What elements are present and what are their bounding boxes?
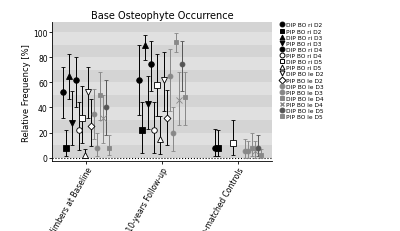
Bar <box>52 21 272 33</box>
Bar <box>52 70 272 83</box>
Legend: DIP BO ri D2, PIP BO ri D2, DIP BO ri D3, PIP BO ri D3, DIP BO ri D4, PIP BO ri : DIP BO ri D2, PIP BO ri D2, DIP BO ri D3… <box>279 23 323 120</box>
Bar <box>52 83 272 96</box>
Bar <box>52 121 272 133</box>
Bar <box>52 96 272 108</box>
Title: Base Osteophyte Occurrence: Base Osteophyte Occurrence <box>91 11 233 21</box>
Y-axis label: Relative Frequency [%]: Relative Frequency [%] <box>22 44 30 141</box>
Bar <box>52 33 272 46</box>
Bar <box>52 46 272 58</box>
Bar <box>52 108 272 121</box>
Bar <box>52 146 272 158</box>
Bar <box>52 58 272 70</box>
Bar <box>52 133 272 146</box>
